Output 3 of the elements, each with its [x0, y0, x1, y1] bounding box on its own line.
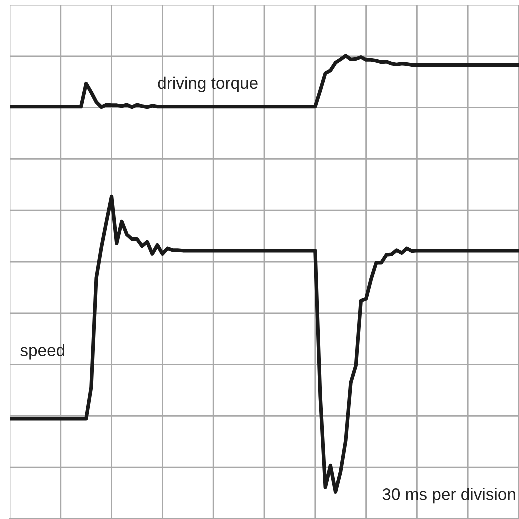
annotation: 30 ms per division [382, 488, 516, 504]
series-label: driving torque [158, 76, 258, 92]
series-label: speed [20, 344, 65, 360]
